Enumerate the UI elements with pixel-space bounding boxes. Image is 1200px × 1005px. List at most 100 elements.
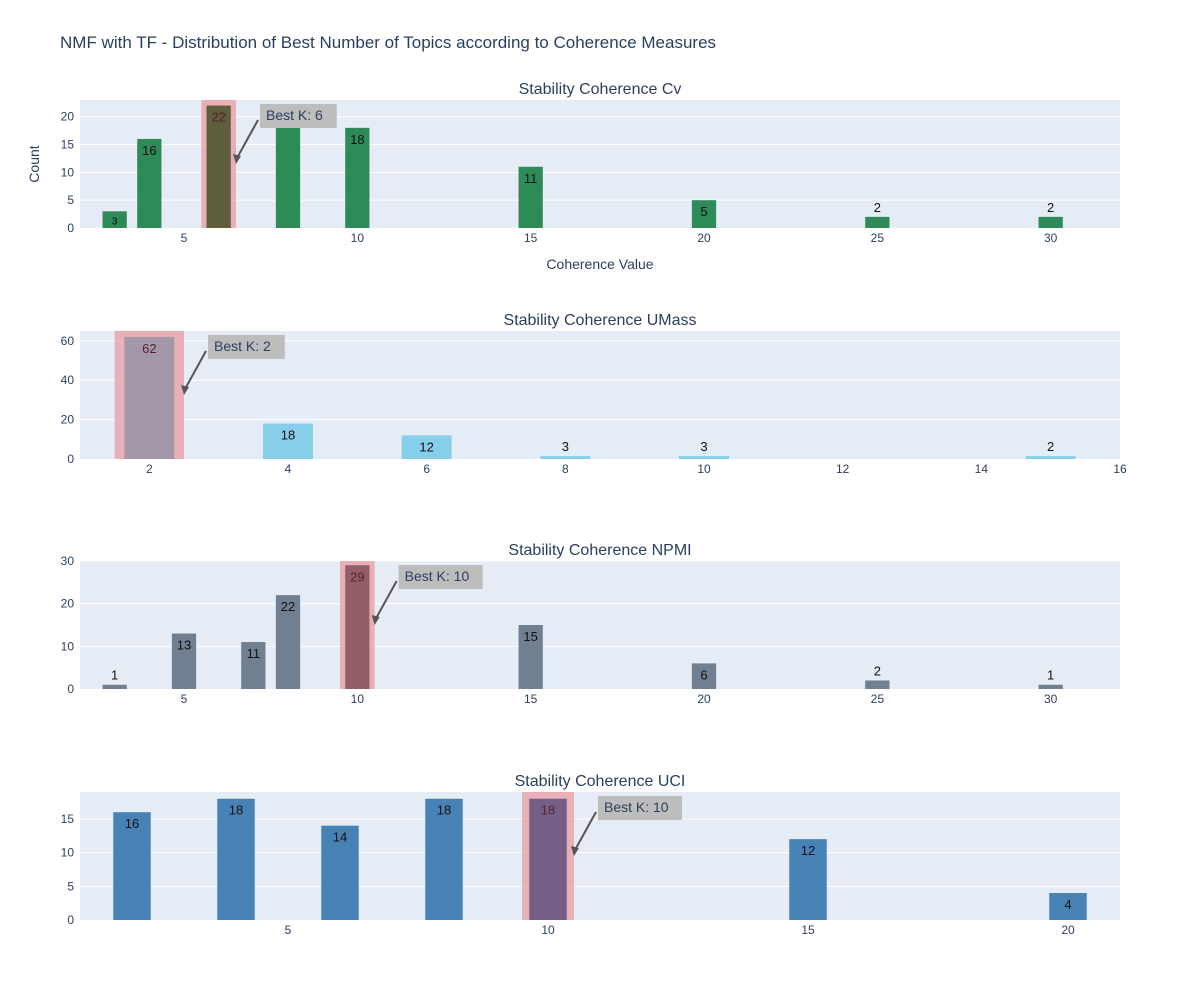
y-tick-label: 60 [61, 334, 75, 348]
y-tick-label: 0 [67, 682, 74, 696]
bar [691, 663, 717, 689]
y-tick-label: 5 [67, 193, 74, 207]
x-tick-label: 15 [524, 692, 538, 706]
x-tick-label: 30 [1044, 231, 1058, 245]
annotation-arrow [184, 350, 207, 390]
x-tick-label: 5 [181, 692, 188, 706]
bar [1049, 893, 1087, 920]
bar [241, 642, 266, 689]
annotation-box [398, 565, 483, 589]
y-tick-label: 0 [67, 452, 74, 466]
bar [865, 216, 890, 228]
bar [206, 105, 231, 228]
x-axis-title: Coherence Value [546, 256, 653, 272]
plot-background [80, 561, 1120, 689]
y-tick-label: 0 [67, 221, 74, 235]
bar [540, 456, 591, 459]
annotation-box [260, 104, 337, 128]
x-tick-label: 5 [181, 231, 188, 245]
x-tick-label: 4 [285, 462, 292, 476]
bar-label: 22 [281, 599, 295, 614]
bar [113, 812, 151, 920]
bar-label: 18 [229, 803, 243, 818]
y-tick-label: 20 [61, 110, 75, 124]
bar-label: 1 [1047, 668, 1054, 683]
bar [789, 839, 827, 920]
annotation-arrow [374, 580, 398, 620]
bar [679, 456, 729, 459]
y-axis-title: Count [26, 145, 42, 182]
bar [171, 633, 197, 689]
y-tick-label: 10 [61, 165, 75, 179]
x-tick-label: 15 [524, 231, 538, 245]
bar [865, 680, 890, 689]
y-tick-label: 20 [61, 597, 75, 611]
annotation-label: Best K: 2 [214, 338, 271, 354]
bar-label: 6 [700, 667, 707, 682]
bar-label: 15 [523, 629, 537, 644]
bar [1025, 456, 1076, 459]
bar-label: 16 [142, 143, 156, 158]
bar-label: 11 [247, 646, 261, 661]
bar [275, 595, 301, 689]
x-tick-label: 25 [871, 231, 885, 245]
bar [102, 684, 127, 689]
y-tick-label: 20 [61, 413, 75, 427]
bar-label: 12 [801, 843, 815, 858]
bar [137, 138, 162, 228]
bar-label: 3 [112, 216, 118, 227]
bar-label: 16 [125, 816, 139, 831]
annotation-arrow [574, 811, 597, 851]
x-tick-label: 25 [871, 692, 885, 706]
bar-label: 22 [211, 110, 225, 125]
x-tick-label: 6 [423, 462, 430, 476]
bar [345, 565, 370, 689]
bar-label: 11 [524, 171, 538, 186]
y-tick-label: 30 [61, 554, 75, 568]
annotation-label: Best K: 6 [266, 107, 323, 123]
bar [1038, 216, 1063, 228]
bar [217, 798, 255, 920]
x-tick-label: 20 [697, 231, 711, 245]
y-tick-label: 10 [61, 639, 75, 653]
bar-label: 62 [142, 341, 156, 356]
bar-label: 3 [562, 439, 569, 454]
bar-label: 3 [700, 439, 707, 454]
annotation-label: Best K: 10 [604, 799, 669, 815]
bar [275, 111, 301, 228]
bar-label: 2 [1047, 200, 1054, 215]
bar-label: 18 [541, 803, 555, 818]
chart-panel-4: 0 5 10 15 5 10 15 20 16 18 14 18 18 12 4 Best K: 10 Stab… [61, 773, 1120, 937]
bar-label: 5 [700, 204, 707, 219]
x-tick-label: 14 [975, 462, 989, 476]
figure-title: NMF with TF - Distribution of Best Numbe… [60, 33, 717, 52]
x-tick-label: 2 [146, 462, 153, 476]
bar-label: 1 [111, 668, 118, 683]
bar-label: 2 [874, 200, 881, 215]
panel-title: Stability Coherence UMass [504, 312, 697, 329]
annotation-arrow [236, 119, 259, 159]
chart-panel-2: 0 20 40 60 2 4 6 8 10 12 14 16 62 18 12 3 3 2 Best K: 2 Sta… [61, 312, 1127, 476]
y-tick-label: 15 [61, 812, 75, 826]
x-tick-label: 20 [697, 692, 711, 706]
chart-panel-3: 0 10 20 30 5 10 15 20 25 30 1 13 11 22 29 15 6 2 1 Best K: … [61, 542, 1120, 706]
bar [102, 211, 127, 228]
bar [345, 127, 370, 228]
x-tick-label: 16 [1113, 462, 1127, 476]
y-tick-label: 5 [67, 879, 74, 893]
x-tick-label: 10 [541, 923, 555, 937]
x-tick-label: 15 [801, 923, 815, 937]
y-tick-label: 40 [61, 373, 75, 387]
bar [401, 435, 452, 459]
bar-label: 13 [177, 638, 191, 653]
bar [1038, 684, 1063, 689]
bar [529, 798, 567, 920]
y-tick-label: 0 [67, 913, 74, 927]
bar-label: 2 [1047, 439, 1054, 454]
bar-label: 18 [437, 803, 451, 818]
x-tick-label: 20 [1061, 923, 1075, 937]
x-tick-label: 10 [351, 231, 365, 245]
bar [518, 625, 543, 689]
